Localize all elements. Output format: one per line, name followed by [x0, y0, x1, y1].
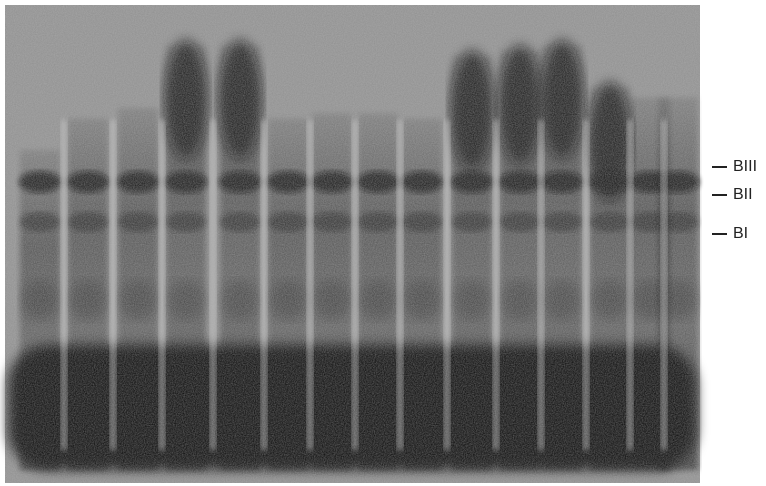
band-label: BIII — [733, 158, 757, 175]
gel-grain — [5, 5, 700, 483]
band-label: BI — [733, 225, 748, 242]
band-label: BII — [733, 186, 753, 203]
gel-figure: BIII BII BI — [0, 0, 766, 486]
page: BIII BII BI (() => { const data = JSON.p… — [0, 0, 766, 486]
